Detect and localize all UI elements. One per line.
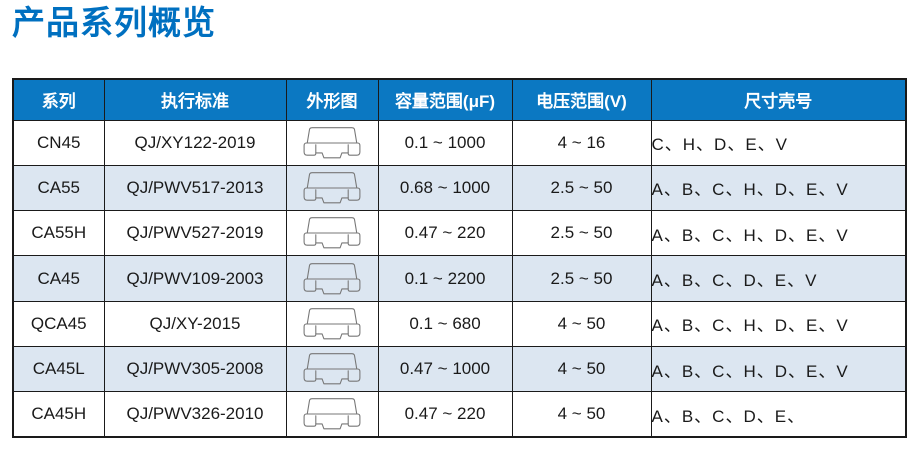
cell-capacity: 0.47 ~ 1000 bbox=[377, 345, 513, 393]
cell-outline bbox=[285, 391, 379, 438]
header-row: 系列 执行标准 外形图 容量范围(μF) 电压范围(V) 尺寸壳号 bbox=[12, 78, 907, 121]
cell-voltage: 4 ~ 50 bbox=[511, 391, 652, 438]
column-header-sizes: 尺寸壳号 bbox=[650, 78, 907, 121]
cell-series: CA45 bbox=[12, 255, 105, 302]
cell-sizes: A、B、C、H、D、E、V bbox=[650, 210, 907, 257]
column-header-outline: 外形图 bbox=[285, 78, 379, 121]
cell-series: CA45L bbox=[12, 345, 105, 393]
cell-series: CN45 bbox=[12, 119, 105, 166]
capacitor-outline-icon bbox=[303, 172, 361, 204]
cell-voltage: 4 ~ 50 bbox=[511, 300, 652, 347]
column-header-series: 系列 bbox=[12, 78, 105, 121]
cell-series: QCA45 bbox=[12, 300, 105, 347]
cell-capacity: 0.47 ~ 220 bbox=[377, 210, 513, 257]
cell-sizes: A、B、C、H、D、E、V bbox=[650, 164, 907, 212]
cell-outline bbox=[285, 119, 379, 166]
capacitor-outline-icon bbox=[303, 262, 361, 294]
cell-standard: QJ/XY-2015 bbox=[103, 300, 287, 347]
page-title: 产品系列概览 bbox=[12, 6, 216, 42]
cell-voltage: 2.5 ~ 50 bbox=[511, 164, 652, 212]
column-header-standard: 执行标准 bbox=[103, 78, 287, 121]
cell-voltage: 4 ~ 50 bbox=[511, 345, 652, 393]
cell-sizes: A、B、C、D、E、V bbox=[650, 255, 907, 302]
table-row: CA55 QJ/PWV517-2013 0.68 ~ 1000 2.5 ~ 50… bbox=[12, 164, 907, 212]
table-row: CA45L QJ/PWV305-2008 0.47 ~ 1000 4 ~ 50 … bbox=[12, 345, 907, 393]
cell-standard: QJ/PWV326-2010 bbox=[103, 391, 287, 438]
table-header: 系列 执行标准 外形图 容量范围(μF) 电压范围(V) 尺寸壳号 bbox=[12, 78, 907, 121]
cell-series: CA55H bbox=[12, 210, 105, 257]
cell-capacity: 0.1 ~ 2200 bbox=[377, 255, 513, 302]
cell-outline bbox=[285, 345, 379, 393]
cell-standard: QJ/PWV305-2008 bbox=[103, 345, 287, 393]
cell-voltage: 2.5 ~ 50 bbox=[511, 210, 652, 257]
cell-sizes: A、B、C、H、D、E、V bbox=[650, 345, 907, 393]
capacitor-outline-icon bbox=[303, 307, 361, 340]
table-row: CA55H QJ/PWV527-2019 0.47 ~ 220 2.5 ~ 50… bbox=[12, 210, 907, 257]
cell-standard: QJ/PWV527-2019 bbox=[103, 210, 287, 257]
cell-capacity: 0.1 ~ 1000 bbox=[377, 119, 513, 166]
capacitor-outline-icon bbox=[303, 398, 361, 430]
cell-standard: QJ/XY122-2019 bbox=[103, 119, 287, 166]
cell-voltage: 4 ~ 16 bbox=[511, 119, 652, 166]
cell-standard: QJ/PWV517-2013 bbox=[103, 164, 287, 212]
table-row: QCA45 QJ/XY-2015 0.1 ~ 680 4 ~ 50 A、B、C、… bbox=[12, 300, 907, 347]
cell-outline bbox=[285, 300, 379, 347]
cell-outline bbox=[285, 255, 379, 302]
capacitor-outline-icon bbox=[303, 126, 361, 159]
column-header-voltage: 电压范围(V) bbox=[511, 78, 652, 121]
product-series-table: 系列 执行标准 外形图 容量范围(μF) 电压范围(V) 尺寸壳号 CN45 Q… bbox=[12, 78, 907, 439]
table-row: CA45 QJ/PWV109-2003 0.1 ~ 2200 2.5 ~ 50 … bbox=[12, 255, 907, 302]
column-header-capacity: 容量范围(μF) bbox=[377, 78, 513, 121]
cell-standard: QJ/PWV109-2003 bbox=[103, 255, 287, 302]
cell-series: CA55 bbox=[12, 164, 105, 212]
cell-series: CA45H bbox=[12, 391, 105, 438]
cell-sizes: A、B、C、H、D、E、V bbox=[650, 300, 907, 347]
table-row: CN45 QJ/XY122-2019 0.1 ~ 1000 4 ~ 16 C、H… bbox=[12, 119, 907, 166]
capacitor-outline-icon bbox=[303, 217, 361, 249]
cell-capacity: 0.1 ~ 680 bbox=[377, 300, 513, 347]
cell-voltage: 2.5 ~ 50 bbox=[511, 255, 652, 302]
cell-outline bbox=[285, 210, 379, 257]
cell-sizes: A、B、C、D、E、 bbox=[650, 391, 907, 438]
table-body: CN45 QJ/XY122-2019 0.1 ~ 1000 4 ~ 16 C、H… bbox=[12, 119, 907, 438]
cell-capacity: 0.68 ~ 1000 bbox=[377, 164, 513, 212]
capacitor-outline-icon bbox=[303, 353, 361, 385]
cell-capacity: 0.47 ~ 220 bbox=[377, 391, 513, 438]
cell-sizes: C、H、D、E、V bbox=[650, 119, 907, 166]
table-row: CA45H QJ/PWV326-2010 0.47 ~ 220 4 ~ 50 A… bbox=[12, 391, 907, 438]
cell-outline bbox=[285, 164, 379, 212]
